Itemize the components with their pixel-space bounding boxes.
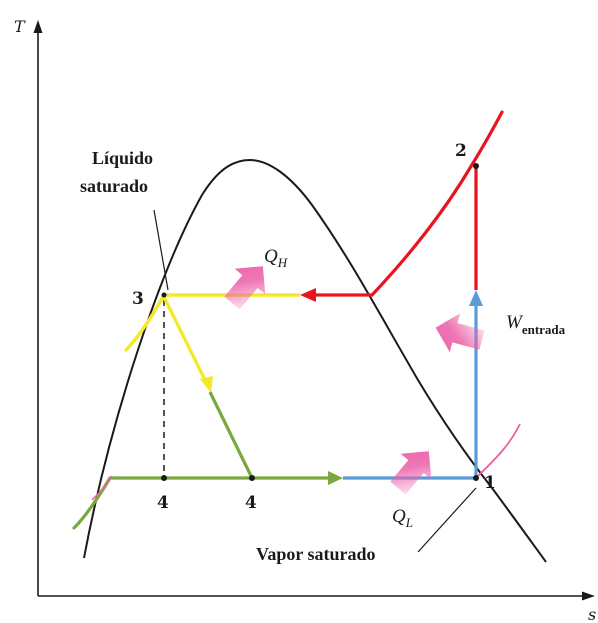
point-4-isentropic-label: 4 [157,493,169,513]
point-3-dot [161,292,167,298]
compressed-liquid-tail-pink [91,475,113,501]
liquido-leader-line [153,209,169,291]
point-1-label: 1 [484,473,496,493]
point-2-dot [473,163,479,169]
subcooled-tail [124,293,166,352]
expansion-line-yellow [162,296,208,383]
point-3-label: 3 [132,289,144,309]
evaporating-arrow-icon [328,471,343,485]
x-axis-arrow-icon [582,591,595,601]
x-axis-label: s [588,605,596,623]
vapor-saturado-label: Vapor saturado [256,544,376,564]
w-entrada-label: Wentrada [506,312,566,337]
point-4-actual-dot [249,475,255,481]
q-h-label: QH [264,246,288,270]
superheat-curve [370,110,504,297]
vapor-leader-line [417,487,477,553]
expansion-arrow-icon [200,376,213,393]
superheated-vapor-tail [475,423,521,479]
w-entrada-arrow-icon [435,313,485,353]
point-2-label: 2 [455,141,467,161]
y-axis-arrow-icon [33,20,43,33]
y-axis-label: T [14,17,26,36]
q-h-arrow-icon [224,266,266,310]
desuperheat-arrow-icon [300,288,316,302]
q-l-arrow-icon [390,451,432,495]
compression-arrow-icon [469,290,483,306]
point-4-isentropic-dot [161,475,167,481]
expansion-line-green [208,391,254,479]
liquido-saturado-label-line1: Líquido [92,148,153,168]
saturation-dome [83,158,547,563]
point-4-actual-label: 4 [245,493,257,513]
liquido-saturado-label-line2: saturado [80,176,148,196]
q-l-label: QL [392,506,413,530]
point-1-dot [473,475,479,481]
axes: T s [14,17,596,623]
